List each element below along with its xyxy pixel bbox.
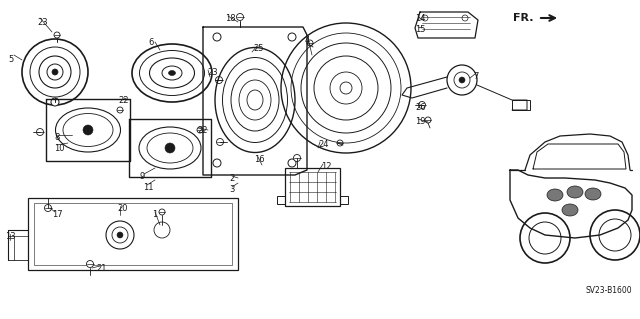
Circle shape: [237, 13, 243, 20]
Circle shape: [425, 117, 431, 123]
Circle shape: [165, 143, 175, 153]
Text: 18: 18: [225, 14, 236, 23]
Ellipse shape: [567, 186, 583, 198]
Circle shape: [117, 232, 123, 238]
Text: 20: 20: [117, 204, 127, 213]
Bar: [277, 196, 285, 204]
Text: 1: 1: [152, 210, 157, 219]
Text: 25: 25: [253, 44, 264, 53]
Bar: [512, 100, 530, 110]
Ellipse shape: [168, 70, 175, 76]
Circle shape: [288, 33, 296, 41]
Circle shape: [197, 127, 203, 133]
Text: 22: 22: [118, 96, 129, 105]
Text: 8: 8: [54, 133, 60, 142]
Circle shape: [216, 138, 223, 145]
Text: 2: 2: [229, 174, 234, 183]
Text: 22: 22: [197, 126, 207, 135]
Text: 17: 17: [52, 210, 63, 219]
Text: 19: 19: [415, 117, 426, 126]
Circle shape: [86, 261, 93, 268]
Text: 11: 11: [143, 183, 154, 192]
Text: 7: 7: [473, 72, 478, 81]
Text: 6: 6: [148, 38, 154, 47]
Bar: [340, 196, 348, 204]
Circle shape: [288, 159, 296, 167]
Text: 16: 16: [254, 155, 264, 164]
Text: 26: 26: [415, 103, 426, 112]
Text: FR.: FR.: [513, 13, 534, 23]
Circle shape: [459, 77, 465, 83]
Circle shape: [462, 15, 468, 21]
Circle shape: [337, 140, 343, 146]
Bar: [285, 168, 340, 206]
Circle shape: [213, 159, 221, 167]
Circle shape: [213, 33, 221, 41]
Circle shape: [154, 222, 170, 238]
Ellipse shape: [562, 204, 578, 216]
Ellipse shape: [547, 189, 563, 201]
Circle shape: [51, 98, 59, 106]
Circle shape: [45, 204, 51, 211]
Circle shape: [54, 32, 60, 38]
Text: 9: 9: [140, 172, 145, 181]
Text: 23: 23: [207, 68, 218, 77]
Circle shape: [422, 15, 428, 21]
Text: 14: 14: [415, 14, 426, 23]
Text: 4: 4: [305, 36, 310, 45]
Circle shape: [419, 101, 426, 108]
Circle shape: [307, 40, 313, 46]
Circle shape: [52, 69, 58, 75]
Circle shape: [83, 125, 93, 135]
Bar: [34, 203, 232, 265]
Text: 23: 23: [37, 18, 47, 27]
Circle shape: [294, 154, 301, 161]
Text: 10: 10: [54, 144, 65, 153]
Text: 21: 21: [96, 264, 106, 273]
Circle shape: [117, 107, 123, 113]
Circle shape: [36, 129, 44, 136]
Bar: [28, 198, 238, 270]
Text: 15: 15: [415, 25, 426, 34]
Circle shape: [216, 77, 223, 84]
Text: 13: 13: [5, 232, 15, 241]
Text: 12: 12: [321, 162, 332, 171]
Text: 5: 5: [8, 55, 13, 64]
Circle shape: [159, 209, 165, 215]
Circle shape: [340, 82, 352, 94]
Text: 3: 3: [229, 185, 234, 194]
Ellipse shape: [585, 188, 601, 200]
Text: SV23-B1600: SV23-B1600: [586, 286, 632, 295]
Text: 24: 24: [318, 140, 328, 149]
